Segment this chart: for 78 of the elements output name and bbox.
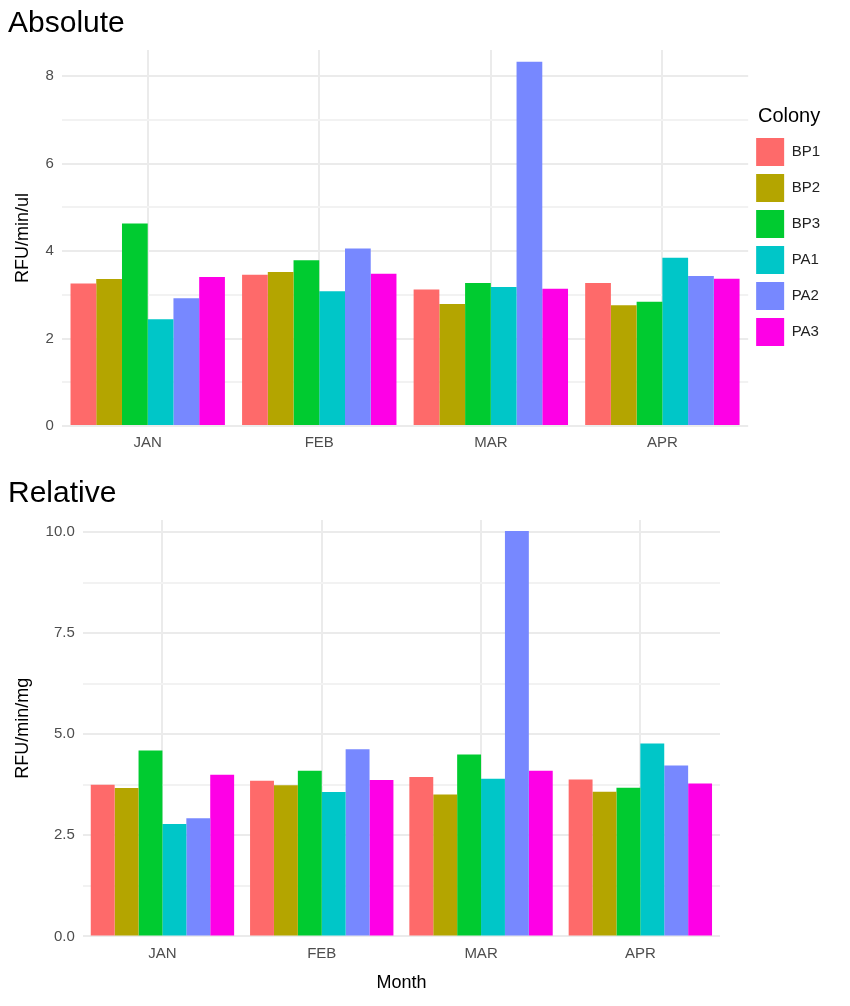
bar (409, 777, 434, 936)
bar (250, 780, 274, 936)
legend-label: BP3 (791, 214, 821, 232)
y-tick-label: 0 (45, 416, 54, 434)
y-tick-label: 2 (45, 328, 54, 346)
bar (321, 792, 346, 936)
bar (199, 276, 225, 425)
bar (370, 273, 397, 425)
bar (242, 274, 268, 425)
y-axis-title: RFU/min/ul (11, 192, 32, 284)
bar (319, 291, 345, 425)
bar (70, 283, 97, 425)
bar (147, 319, 174, 425)
bar (267, 272, 294, 425)
y-tick-label: 8 (45, 66, 54, 84)
bar (481, 778, 505, 936)
legend-label: BP2 (791, 178, 821, 196)
bar (345, 248, 371, 425)
bar (273, 785, 298, 936)
bar (345, 749, 370, 936)
bar (568, 779, 593, 936)
text: 0.0 (53, 926, 75, 944)
bar (465, 283, 491, 425)
bar (369, 779, 394, 936)
bar (610, 305, 637, 425)
x-tick-label: FEB (307, 943, 337, 961)
bar (640, 743, 665, 936)
bar (528, 770, 553, 936)
bar (713, 278, 740, 425)
x-tick-label: APR (646, 433, 678, 451)
bar (210, 774, 235, 936)
bar (433, 794, 458, 936)
bar (114, 788, 139, 936)
bar (504, 530, 529, 936)
y-tick-label: 2.5 (53, 825, 75, 843)
bar (585, 283, 611, 425)
x-tick-label: MAR (474, 433, 508, 451)
x-tick-label: MAR (464, 943, 498, 961)
bar (413, 289, 440, 425)
bar (297, 770, 322, 936)
bar (439, 304, 466, 425)
x-tick-label: FEB (304, 433, 334, 451)
bar (636, 301, 663, 425)
bar (592, 791, 617, 936)
y-tick-label: 6 (45, 153, 54, 171)
y-tick-label: 10.0 (45, 522, 75, 540)
x-tick-label: JAN (133, 433, 162, 451)
legend-title: Colony (757, 103, 821, 126)
bar (186, 818, 211, 936)
chart-title: Absolute (8, 5, 125, 39)
y-tick-label: 5.0 (53, 724, 75, 742)
chart-title: Relative (8, 475, 117, 509)
x-tick-label: JAN (148, 943, 177, 961)
legend-label: PA1 (791, 250, 819, 268)
bar (173, 298, 200, 425)
x-axis-title: Month (376, 972, 427, 993)
bar (457, 754, 482, 936)
x-tick-label: APR (624, 943, 656, 961)
bar (138, 750, 163, 936)
bar (490, 286, 517, 425)
legend-label: PA3 (791, 322, 819, 340)
bar (96, 279, 122, 425)
bar (662, 257, 689, 425)
bar (516, 61, 543, 425)
bar (542, 288, 569, 425)
bar (90, 784, 115, 936)
bar (162, 824, 187, 936)
bar (664, 765, 689, 936)
legend-label: BP1 (791, 142, 821, 160)
legend-label: PA2 (791, 286, 819, 304)
bar (688, 783, 713, 936)
y-axis-title: RFU/min/mg (11, 677, 32, 779)
y-tick-label: 7.5 (53, 623, 75, 641)
bar (688, 276, 714, 425)
bar (293, 260, 320, 425)
y-tick-label: 4 (45, 241, 54, 259)
bar (616, 787, 641, 936)
bar (121, 223, 148, 425)
